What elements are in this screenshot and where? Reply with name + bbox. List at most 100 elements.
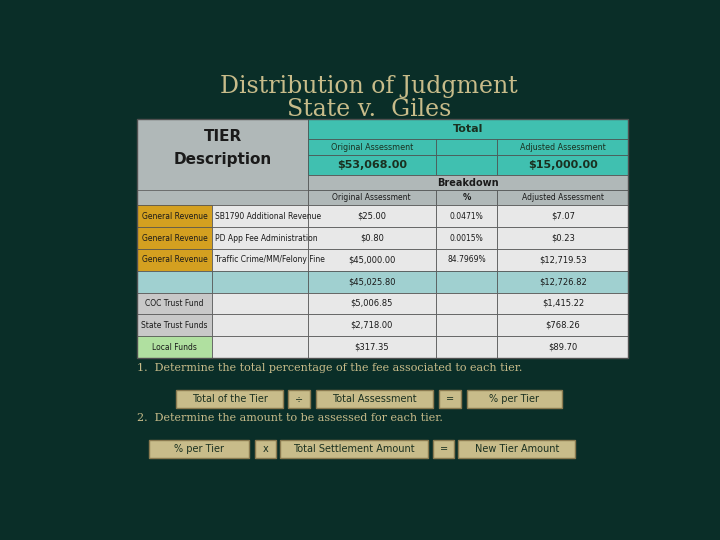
Text: % per Tier: % per Tier <box>489 394 539 404</box>
FancyBboxPatch shape <box>288 390 310 408</box>
FancyBboxPatch shape <box>307 227 436 249</box>
Text: $317.35: $317.35 <box>354 342 389 352</box>
FancyBboxPatch shape <box>307 293 436 314</box>
Text: COC Trust Fund: COC Trust Fund <box>145 299 204 308</box>
Text: $45,025.80: $45,025.80 <box>348 277 395 286</box>
FancyBboxPatch shape <box>307 271 436 293</box>
FancyBboxPatch shape <box>307 119 629 139</box>
Text: Total of the Tier: Total of the Tier <box>192 394 267 404</box>
Text: Original Assessment: Original Assessment <box>333 193 411 202</box>
Text: $1,415.22: $1,415.22 <box>542 299 584 308</box>
Text: ÷: ÷ <box>295 394 303 404</box>
Text: State Trust Funds: State Trust Funds <box>141 321 208 330</box>
FancyBboxPatch shape <box>212 205 307 227</box>
FancyBboxPatch shape <box>138 293 212 314</box>
Text: Distribution of Judgment: Distribution of Judgment <box>220 75 518 98</box>
FancyBboxPatch shape <box>498 191 629 205</box>
Text: $25.00: $25.00 <box>357 212 387 221</box>
Text: 0.0471%: 0.0471% <box>450 212 484 221</box>
FancyBboxPatch shape <box>436 336 498 358</box>
FancyBboxPatch shape <box>436 314 498 336</box>
Text: $12,719.53: $12,719.53 <box>539 255 587 265</box>
FancyBboxPatch shape <box>212 314 307 336</box>
Text: Total: Total <box>453 124 483 134</box>
FancyBboxPatch shape <box>438 390 461 408</box>
Text: Traffic Crime/MM/Felony Fine: Traffic Crime/MM/Felony Fine <box>215 255 325 265</box>
FancyBboxPatch shape <box>138 271 212 293</box>
Text: New Tier Amount: New Tier Amount <box>474 444 559 454</box>
FancyBboxPatch shape <box>176 390 282 408</box>
Text: $0.23: $0.23 <box>551 233 575 242</box>
FancyBboxPatch shape <box>148 440 249 458</box>
FancyBboxPatch shape <box>307 176 629 191</box>
FancyBboxPatch shape <box>436 227 498 249</box>
FancyBboxPatch shape <box>307 314 436 336</box>
FancyBboxPatch shape <box>498 156 629 176</box>
FancyBboxPatch shape <box>212 336 307 358</box>
Text: 1.  Determine the total percentage of the fee associated to each tier.: 1. Determine the total percentage of the… <box>138 363 523 373</box>
FancyBboxPatch shape <box>307 249 436 271</box>
Text: Breakdown: Breakdown <box>437 178 499 188</box>
FancyBboxPatch shape <box>498 336 629 358</box>
Text: 0.0015%: 0.0015% <box>450 233 484 242</box>
FancyBboxPatch shape <box>138 205 212 227</box>
Text: x: x <box>262 444 268 454</box>
Text: $89.70: $89.70 <box>549 342 577 352</box>
Text: PD App Fee Administration: PD App Fee Administration <box>215 233 318 242</box>
Text: General Revenue: General Revenue <box>142 255 207 265</box>
FancyBboxPatch shape <box>138 249 212 271</box>
Text: $15,000.00: $15,000.00 <box>528 160 598 171</box>
FancyBboxPatch shape <box>498 293 629 314</box>
Text: SB1790 Additional Revenue: SB1790 Additional Revenue <box>215 212 321 221</box>
Text: 2.  Determine the amount to be assessed for each tier.: 2. Determine the amount to be assessed f… <box>138 413 444 423</box>
Text: Description: Description <box>174 152 271 167</box>
Text: $53,068.00: $53,068.00 <box>337 160 407 171</box>
Text: $5,006.85: $5,006.85 <box>351 299 393 308</box>
Text: =: = <box>440 444 448 454</box>
Text: Original Assessment: Original Assessment <box>330 143 413 152</box>
FancyBboxPatch shape <box>138 119 307 358</box>
FancyBboxPatch shape <box>138 336 212 358</box>
FancyBboxPatch shape <box>498 249 629 271</box>
FancyBboxPatch shape <box>255 440 276 458</box>
FancyBboxPatch shape <box>498 205 629 227</box>
Text: $7.07: $7.07 <box>551 212 575 221</box>
Text: $12,726.82: $12,726.82 <box>539 277 587 286</box>
Text: %: % <box>462 193 471 202</box>
FancyBboxPatch shape <box>498 314 629 336</box>
Text: Adjusted Assessment: Adjusted Assessment <box>520 143 606 152</box>
FancyBboxPatch shape <box>436 139 498 156</box>
Text: $768.26: $768.26 <box>546 321 580 330</box>
FancyBboxPatch shape <box>498 227 629 249</box>
FancyBboxPatch shape <box>316 390 433 408</box>
FancyBboxPatch shape <box>436 249 498 271</box>
Text: $45,000.00: $45,000.00 <box>348 255 395 265</box>
FancyBboxPatch shape <box>498 271 629 293</box>
Text: State v.  Giles: State v. Giles <box>287 98 451 121</box>
FancyBboxPatch shape <box>138 314 212 336</box>
Text: % per Tier: % per Tier <box>174 444 224 454</box>
FancyBboxPatch shape <box>212 249 307 271</box>
FancyBboxPatch shape <box>138 191 307 205</box>
FancyBboxPatch shape <box>280 440 428 458</box>
FancyBboxPatch shape <box>436 156 498 176</box>
FancyBboxPatch shape <box>307 139 436 156</box>
Text: 84.7969%: 84.7969% <box>447 255 486 265</box>
FancyBboxPatch shape <box>307 336 436 358</box>
FancyBboxPatch shape <box>436 191 498 205</box>
FancyBboxPatch shape <box>459 440 575 458</box>
Text: =: = <box>446 394 454 404</box>
FancyBboxPatch shape <box>436 271 498 293</box>
Text: TIER: TIER <box>204 129 242 144</box>
FancyBboxPatch shape <box>307 191 436 205</box>
FancyBboxPatch shape <box>307 156 436 176</box>
FancyBboxPatch shape <box>212 227 307 249</box>
FancyBboxPatch shape <box>433 440 454 458</box>
Text: Local Funds: Local Funds <box>152 342 197 352</box>
Text: $0.80: $0.80 <box>360 233 384 242</box>
FancyBboxPatch shape <box>212 271 307 293</box>
Text: Adjusted Assessment: Adjusted Assessment <box>522 193 604 202</box>
FancyBboxPatch shape <box>436 205 498 227</box>
FancyBboxPatch shape <box>212 293 307 314</box>
FancyBboxPatch shape <box>436 293 498 314</box>
